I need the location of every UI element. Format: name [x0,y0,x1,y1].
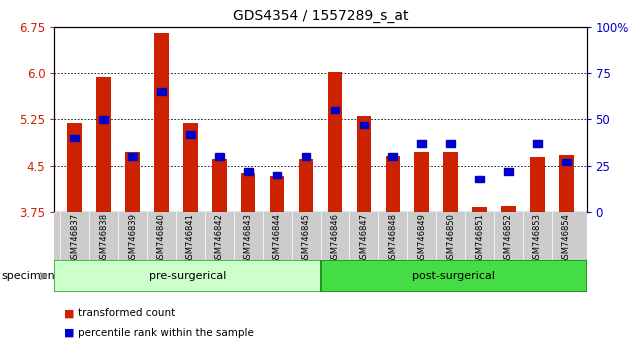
Text: GSM746846: GSM746846 [331,213,340,264]
Text: post-surgerical: post-surgerical [412,271,495,281]
Text: ■: ■ [64,328,74,338]
Bar [99,116,108,123]
Bar [331,107,339,113]
Text: GSM746842: GSM746842 [215,213,224,264]
Bar [215,153,224,160]
Bar [128,153,137,160]
Bar [446,141,455,147]
Text: GSM746848: GSM746848 [388,213,397,264]
Text: GSM746851: GSM746851 [475,213,484,264]
Text: GSM746840: GSM746840 [157,213,166,264]
Bar [212,159,226,212]
Text: GSM746853: GSM746853 [533,213,542,264]
Bar [186,131,195,138]
Bar [562,159,570,165]
Bar [530,156,545,212]
Text: GSM746839: GSM746839 [128,213,137,264]
Bar [475,176,484,182]
Bar [472,207,487,212]
Text: GSM746841: GSM746841 [186,213,195,264]
Text: specimen: specimen [1,271,55,281]
Text: percentile rank within the sample: percentile rank within the sample [78,328,254,338]
Bar [154,33,169,212]
Text: GSM746852: GSM746852 [504,213,513,264]
FancyBboxPatch shape [54,260,320,292]
Bar [96,78,111,212]
Bar [415,152,429,212]
Text: GSM746854: GSM746854 [562,213,570,264]
Text: GSM746847: GSM746847 [360,213,369,264]
Bar [71,135,79,141]
Bar [417,141,426,147]
Text: GDS4354 / 1557289_s_at: GDS4354 / 1557289_s_at [233,9,408,23]
Text: GSM746850: GSM746850 [446,213,455,264]
Bar [244,168,253,175]
Bar [360,122,368,128]
Bar [241,173,256,212]
Text: transformed count: transformed count [78,308,176,318]
FancyBboxPatch shape [320,260,587,292]
Bar [270,177,285,212]
Text: GSM746849: GSM746849 [417,213,426,264]
Bar [501,206,515,212]
Text: GSM746837: GSM746837 [71,213,79,264]
Bar [504,168,513,175]
Bar [126,152,140,212]
Text: GSM746845: GSM746845 [301,213,310,264]
Bar [533,141,542,147]
Bar [388,153,397,160]
Text: GSM746844: GSM746844 [272,213,281,264]
Bar [157,88,166,95]
Bar [183,122,197,212]
Bar [67,122,82,212]
Bar [328,73,342,212]
Bar [444,152,458,212]
Text: ■: ■ [64,308,74,318]
Bar [273,172,281,178]
Bar [302,153,310,160]
Bar [559,155,574,212]
Bar [299,159,313,212]
Text: GSM746838: GSM746838 [99,213,108,264]
Text: pre-surgerical: pre-surgerical [149,271,226,281]
Text: GSM746843: GSM746843 [244,213,253,264]
Bar [385,156,400,212]
Bar [356,116,371,212]
